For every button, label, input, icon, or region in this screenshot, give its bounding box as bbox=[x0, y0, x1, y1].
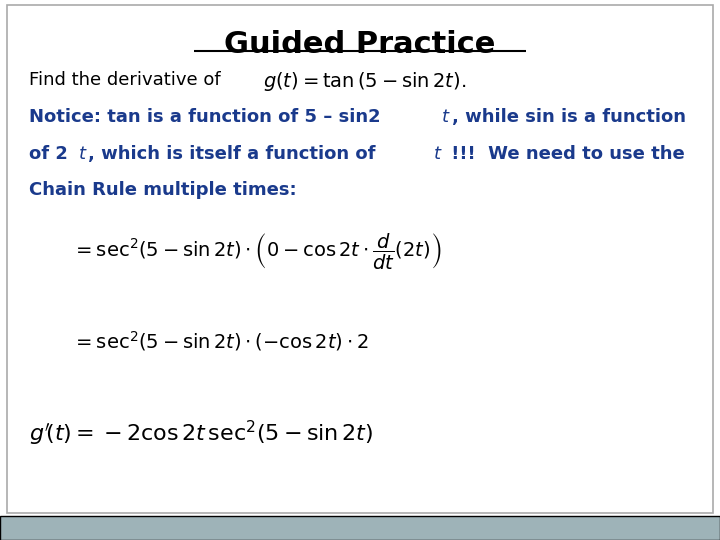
Text: !!!  We need to use the: !!! We need to use the bbox=[445, 145, 685, 163]
Text: , which is itself a function of: , which is itself a function of bbox=[88, 145, 382, 163]
Text: $g\left(t\right)=\tan\left(5-\sin 2t\right).$: $g\left(t\right)=\tan\left(5-\sin 2t\rig… bbox=[263, 70, 466, 93]
Text: $g'\!\left(t\right)=-2\cos 2t\,\sec^{2}\!\left(5-\sin 2t\right)$: $g'\!\left(t\right)=-2\cos 2t\,\sec^{2}\… bbox=[29, 418, 373, 448]
Text: $\mathit{t}$: $\mathit{t}$ bbox=[441, 108, 450, 126]
Text: $=\sec^{2}\!\left(5-\sin 2t\right)\cdot\left(0-\cos 2t\cdot\dfrac{d}{dt}\left(2t: $=\sec^{2}\!\left(5-\sin 2t\right)\cdot\… bbox=[72, 232, 441, 272]
Text: $=\sec^{2}\!\left(5-\sin 2t\right)\cdot\left(-\cos 2t\right)\cdot 2$: $=\sec^{2}\!\left(5-\sin 2t\right)\cdot\… bbox=[72, 329, 369, 353]
Text: Find the derivative of: Find the derivative of bbox=[29, 71, 226, 89]
Text: Chain Rule multiple times:: Chain Rule multiple times: bbox=[29, 181, 297, 199]
Text: , while sin is a function: , while sin is a function bbox=[452, 108, 686, 126]
Text: $\mathit{t}$: $\mathit{t}$ bbox=[433, 145, 443, 163]
Text: Guided Practice: Guided Practice bbox=[225, 30, 495, 59]
Text: Notice: tan is a function of 5 – sin2: Notice: tan is a function of 5 – sin2 bbox=[29, 108, 380, 126]
FancyBboxPatch shape bbox=[0, 516, 720, 540]
Text: $\mathit{t}$: $\mathit{t}$ bbox=[78, 145, 87, 163]
Text: of 2: of 2 bbox=[29, 145, 68, 163]
